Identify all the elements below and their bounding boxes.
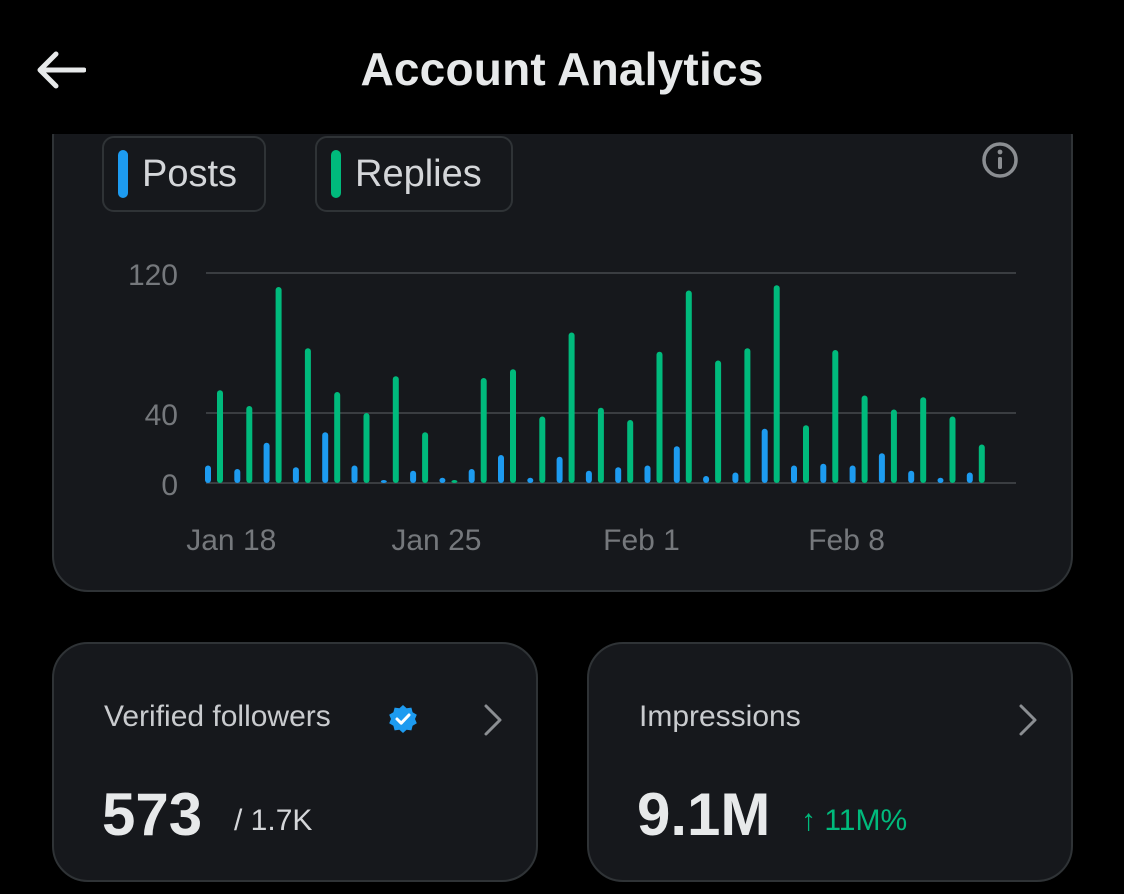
replies-bar <box>744 348 751 483</box>
posts-bar <box>351 465 358 483</box>
replies-bar <box>715 360 722 483</box>
impressions-label: Impressions <box>639 700 801 733</box>
replies-bar <box>304 348 311 483</box>
replies-bar <box>773 285 780 483</box>
y-tick-label: 40 <box>145 399 178 432</box>
posts-bar <box>644 465 651 483</box>
legend-replies-toggle[interactable]: Replies <box>315 136 513 212</box>
info-icon[interactable] <box>980 140 1020 180</box>
replies-bar <box>510 369 516 483</box>
arrow-left-icon <box>37 51 86 89</box>
verified-badge-icon <box>389 705 417 733</box>
verified-followers-card[interactable]: Verified followers 573 / 1.7K <box>52 642 538 882</box>
posts-bar <box>849 465 856 483</box>
back-button[interactable] <box>30 40 90 100</box>
posts-bar <box>878 453 885 483</box>
replies-bar <box>422 432 429 483</box>
header: Account Analytics <box>0 0 1124 134</box>
chevron-right-icon <box>484 704 502 736</box>
chevron-right-icon <box>1019 704 1037 736</box>
posts-bar <box>263 442 270 483</box>
replies-bar <box>451 480 458 483</box>
page-title: Account Analytics <box>360 43 764 95</box>
replies-bar <box>246 406 253 483</box>
replies-bar <box>275 287 282 483</box>
legend-posts-label: Posts <box>142 152 238 195</box>
replies-bar <box>890 409 897 483</box>
replies-bar <box>217 390 223 483</box>
posts-bar <box>703 476 710 483</box>
replies-bar <box>685 290 692 483</box>
replies-bar <box>861 395 868 483</box>
posts-bar <box>234 469 241 483</box>
replies-bar <box>920 397 927 483</box>
posts-bar <box>791 465 797 483</box>
posts-bar <box>732 472 739 483</box>
posts-bar <box>292 467 299 483</box>
impressions-value: 9.1M <box>637 781 771 848</box>
posts-bar <box>498 455 504 483</box>
posts-bar <box>761 428 768 483</box>
posts-bar <box>820 463 827 483</box>
posts-bar <box>380 480 387 483</box>
activity-bar-chart: 0 40 120 Jan 18 Jan 25 Feb 1 Feb 8 <box>128 259 1016 557</box>
posts-swatch <box>118 150 128 198</box>
posts-bar <box>673 446 680 483</box>
replies-bar <box>597 407 604 483</box>
replies-swatch <box>331 150 341 198</box>
x-tick-label: Jan 25 <box>391 524 481 557</box>
posts-bar <box>205 465 211 483</box>
posts-bar <box>322 432 329 483</box>
replies-bar <box>334 392 341 483</box>
posts-bar <box>908 470 915 483</box>
posts-bar <box>585 470 592 483</box>
replies-bar <box>627 420 634 483</box>
impressions-card[interactable]: Impressions 9.1M ↑ 11M% <box>587 642 1073 882</box>
x-tick-label: Feb 1 <box>603 524 680 557</box>
replies-bar <box>363 413 370 483</box>
replies-bar <box>949 416 956 483</box>
posts-bar <box>410 470 417 483</box>
x-tick-label: Jan 18 <box>186 524 276 557</box>
replies-bar <box>392 376 399 483</box>
verified-followers-label: Verified followers <box>104 700 331 733</box>
replies-bar <box>539 416 546 483</box>
replies-bar <box>803 425 809 483</box>
posts-bar <box>937 477 944 483</box>
posts-bar <box>439 477 446 483</box>
replies-bar <box>656 351 663 483</box>
verified-followers-value: 573 <box>102 781 203 848</box>
posts-bar <box>556 456 563 483</box>
verified-followers-total: / 1.7K <box>234 804 313 837</box>
replies-bar <box>480 378 487 483</box>
impressions-change: ↑ 11M% <box>801 804 908 837</box>
posts-bar <box>615 467 622 483</box>
y-tick-label: 120 <box>128 259 178 292</box>
posts-bar <box>527 477 534 483</box>
replies-bar <box>568 332 575 483</box>
replies-bar <box>832 350 839 483</box>
x-tick-label: Feb 8 <box>808 524 885 557</box>
legend-posts-toggle[interactable]: Posts <box>102 136 266 212</box>
replies-bar <box>978 444 985 483</box>
y-tick-label: 0 <box>161 469 178 502</box>
legend-replies-label: Replies <box>355 152 482 195</box>
posts-bar <box>966 472 973 483</box>
posts-bar <box>468 469 475 483</box>
